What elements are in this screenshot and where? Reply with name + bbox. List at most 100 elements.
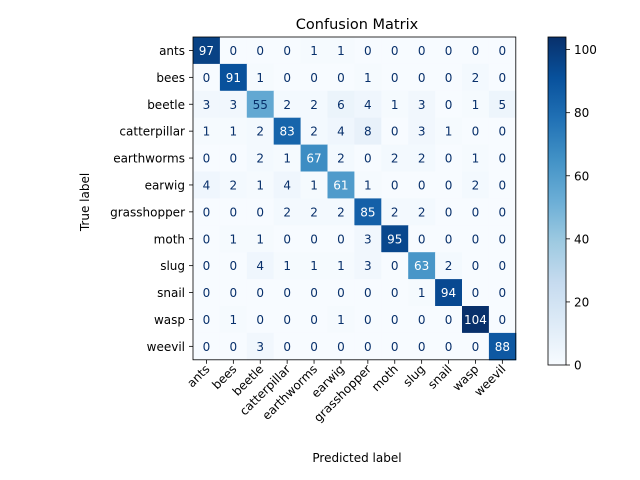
heatmap-cell bbox=[246, 37, 275, 65]
heatmap-cell bbox=[246, 332, 275, 361]
heatmap-cell bbox=[273, 279, 302, 307]
heatmap-cell bbox=[488, 198, 517, 226]
cell-value-label: 0 bbox=[391, 340, 399, 354]
colorbar-gradient bbox=[547, 36, 567, 366]
heatmap-cell bbox=[246, 144, 275, 172]
heatmap-cell bbox=[435, 90, 463, 119]
cell-value-label: 0 bbox=[256, 205, 264, 219]
cell-value-label: 0 bbox=[391, 178, 399, 192]
cell-value-label: 1 bbox=[364, 178, 372, 192]
cell-value-label: 0 bbox=[283, 71, 291, 85]
heatmap-cell bbox=[354, 252, 382, 280]
heatmap-cell bbox=[462, 279, 490, 307]
heatmap-cell bbox=[246, 252, 275, 280]
colorbar-tick-label: 60 bbox=[574, 169, 589, 183]
cell-value-label: 1 bbox=[391, 98, 399, 112]
cell-value-label: 104 bbox=[464, 313, 487, 327]
colorbar: 0 20 40 60 80 100 bbox=[547, 36, 597, 373]
cell-value-label: 1 bbox=[337, 259, 345, 273]
y-tick-label: slug bbox=[160, 259, 185, 273]
cell-value-label: 0 bbox=[499, 259, 507, 273]
heatmap-cell bbox=[488, 171, 517, 199]
y-tick-label: weevil bbox=[147, 340, 185, 354]
cell-value-label: 0 bbox=[230, 259, 238, 273]
heatmap-cell bbox=[193, 332, 221, 361]
heatmap-cell bbox=[246, 171, 275, 199]
heatmap-cell bbox=[354, 171, 382, 199]
y-tick-label: snail bbox=[157, 286, 185, 300]
heatmap-cell bbox=[408, 117, 436, 146]
cell-value-label: 1 bbox=[310, 44, 318, 58]
heatmap-cell bbox=[246, 90, 275, 119]
heatmap-cell bbox=[408, 306, 436, 334]
heatmap-cell bbox=[219, 63, 248, 92]
heatmap-cell bbox=[246, 198, 275, 226]
cell-value-label: 1 bbox=[418, 286, 426, 300]
heatmap-cell bbox=[435, 279, 463, 307]
heatmap-cell bbox=[435, 198, 463, 226]
cell-value-label: 2 bbox=[310, 125, 318, 139]
heatmap-cell bbox=[327, 171, 355, 199]
colorbar-tick-label: 40 bbox=[574, 232, 589, 246]
cell-value-label: 5 bbox=[499, 98, 507, 112]
cell-value-label: 0 bbox=[445, 340, 453, 354]
heatmap-cell bbox=[354, 306, 382, 334]
colorbar-tick-label: 20 bbox=[574, 295, 589, 309]
heatmap-cell bbox=[327, 332, 355, 361]
cell-value-label: 2 bbox=[418, 152, 426, 166]
cell-value-label: 2 bbox=[472, 71, 480, 85]
heatmap-cell bbox=[219, 144, 248, 172]
cell-value-label: 0 bbox=[499, 44, 507, 58]
heatmap-cell bbox=[219, 225, 248, 253]
heatmap-cell bbox=[273, 306, 302, 334]
cell-value-label: 0 bbox=[472, 232, 480, 246]
heatmap-cell bbox=[300, 279, 328, 307]
cell-value-label: 0 bbox=[364, 286, 372, 300]
cell-value-label: 0 bbox=[310, 313, 318, 327]
heatmap-cell bbox=[193, 279, 221, 307]
cell-value-label: 0 bbox=[283, 286, 291, 300]
heatmap-cell bbox=[193, 225, 221, 253]
cell-value-label: 1 bbox=[472, 98, 480, 112]
heatmap-cell bbox=[193, 171, 221, 199]
heatmap-cell bbox=[354, 144, 382, 172]
heatmap-cell bbox=[193, 37, 221, 65]
heatmap-cell bbox=[381, 198, 409, 226]
heatmap-cell bbox=[300, 306, 328, 334]
cell-value-label: 0 bbox=[499, 313, 507, 327]
heatmap-cell bbox=[354, 63, 382, 92]
heatmap-cell bbox=[300, 252, 328, 280]
heatmap-cell bbox=[327, 63, 355, 92]
cell-value-label: 1 bbox=[230, 125, 238, 139]
heatmap-cell bbox=[408, 144, 436, 172]
heatmap-cell bbox=[327, 306, 355, 334]
cell-value-label: 0 bbox=[391, 125, 399, 139]
cell-value-label: 0 bbox=[472, 44, 480, 58]
heatmap-cell bbox=[193, 252, 221, 280]
heatmap-cell bbox=[488, 144, 517, 172]
cell-value-label: 0 bbox=[230, 340, 238, 354]
heatmap-cell bbox=[273, 144, 302, 172]
heatmap-cell bbox=[381, 171, 409, 199]
heatmap-cell bbox=[300, 332, 328, 361]
cell-value-label: 0 bbox=[499, 232, 507, 246]
cell-value-label: 1 bbox=[203, 125, 211, 139]
heatmap-cell bbox=[435, 37, 463, 65]
cell-value-label: 0 bbox=[283, 313, 291, 327]
heatmap-cell bbox=[488, 37, 517, 65]
cell-value-label: 2 bbox=[391, 205, 399, 219]
heatmap-cell bbox=[219, 306, 248, 334]
heatmap-cell bbox=[273, 90, 302, 119]
cell-value-label: 1 bbox=[310, 259, 318, 273]
heatmap-cell bbox=[435, 171, 463, 199]
cell-value-label: 2 bbox=[337, 205, 345, 219]
cell-value-label: 8 bbox=[364, 125, 372, 139]
cell-value-label: 0 bbox=[472, 286, 480, 300]
heatmap-cell bbox=[381, 252, 409, 280]
cell-value-label: 4 bbox=[364, 98, 372, 112]
heatmap-cell bbox=[246, 117, 275, 146]
cell-value-label: 2 bbox=[472, 178, 480, 192]
heatmap-cell bbox=[219, 37, 248, 65]
cell-value-label: 0 bbox=[256, 44, 264, 58]
